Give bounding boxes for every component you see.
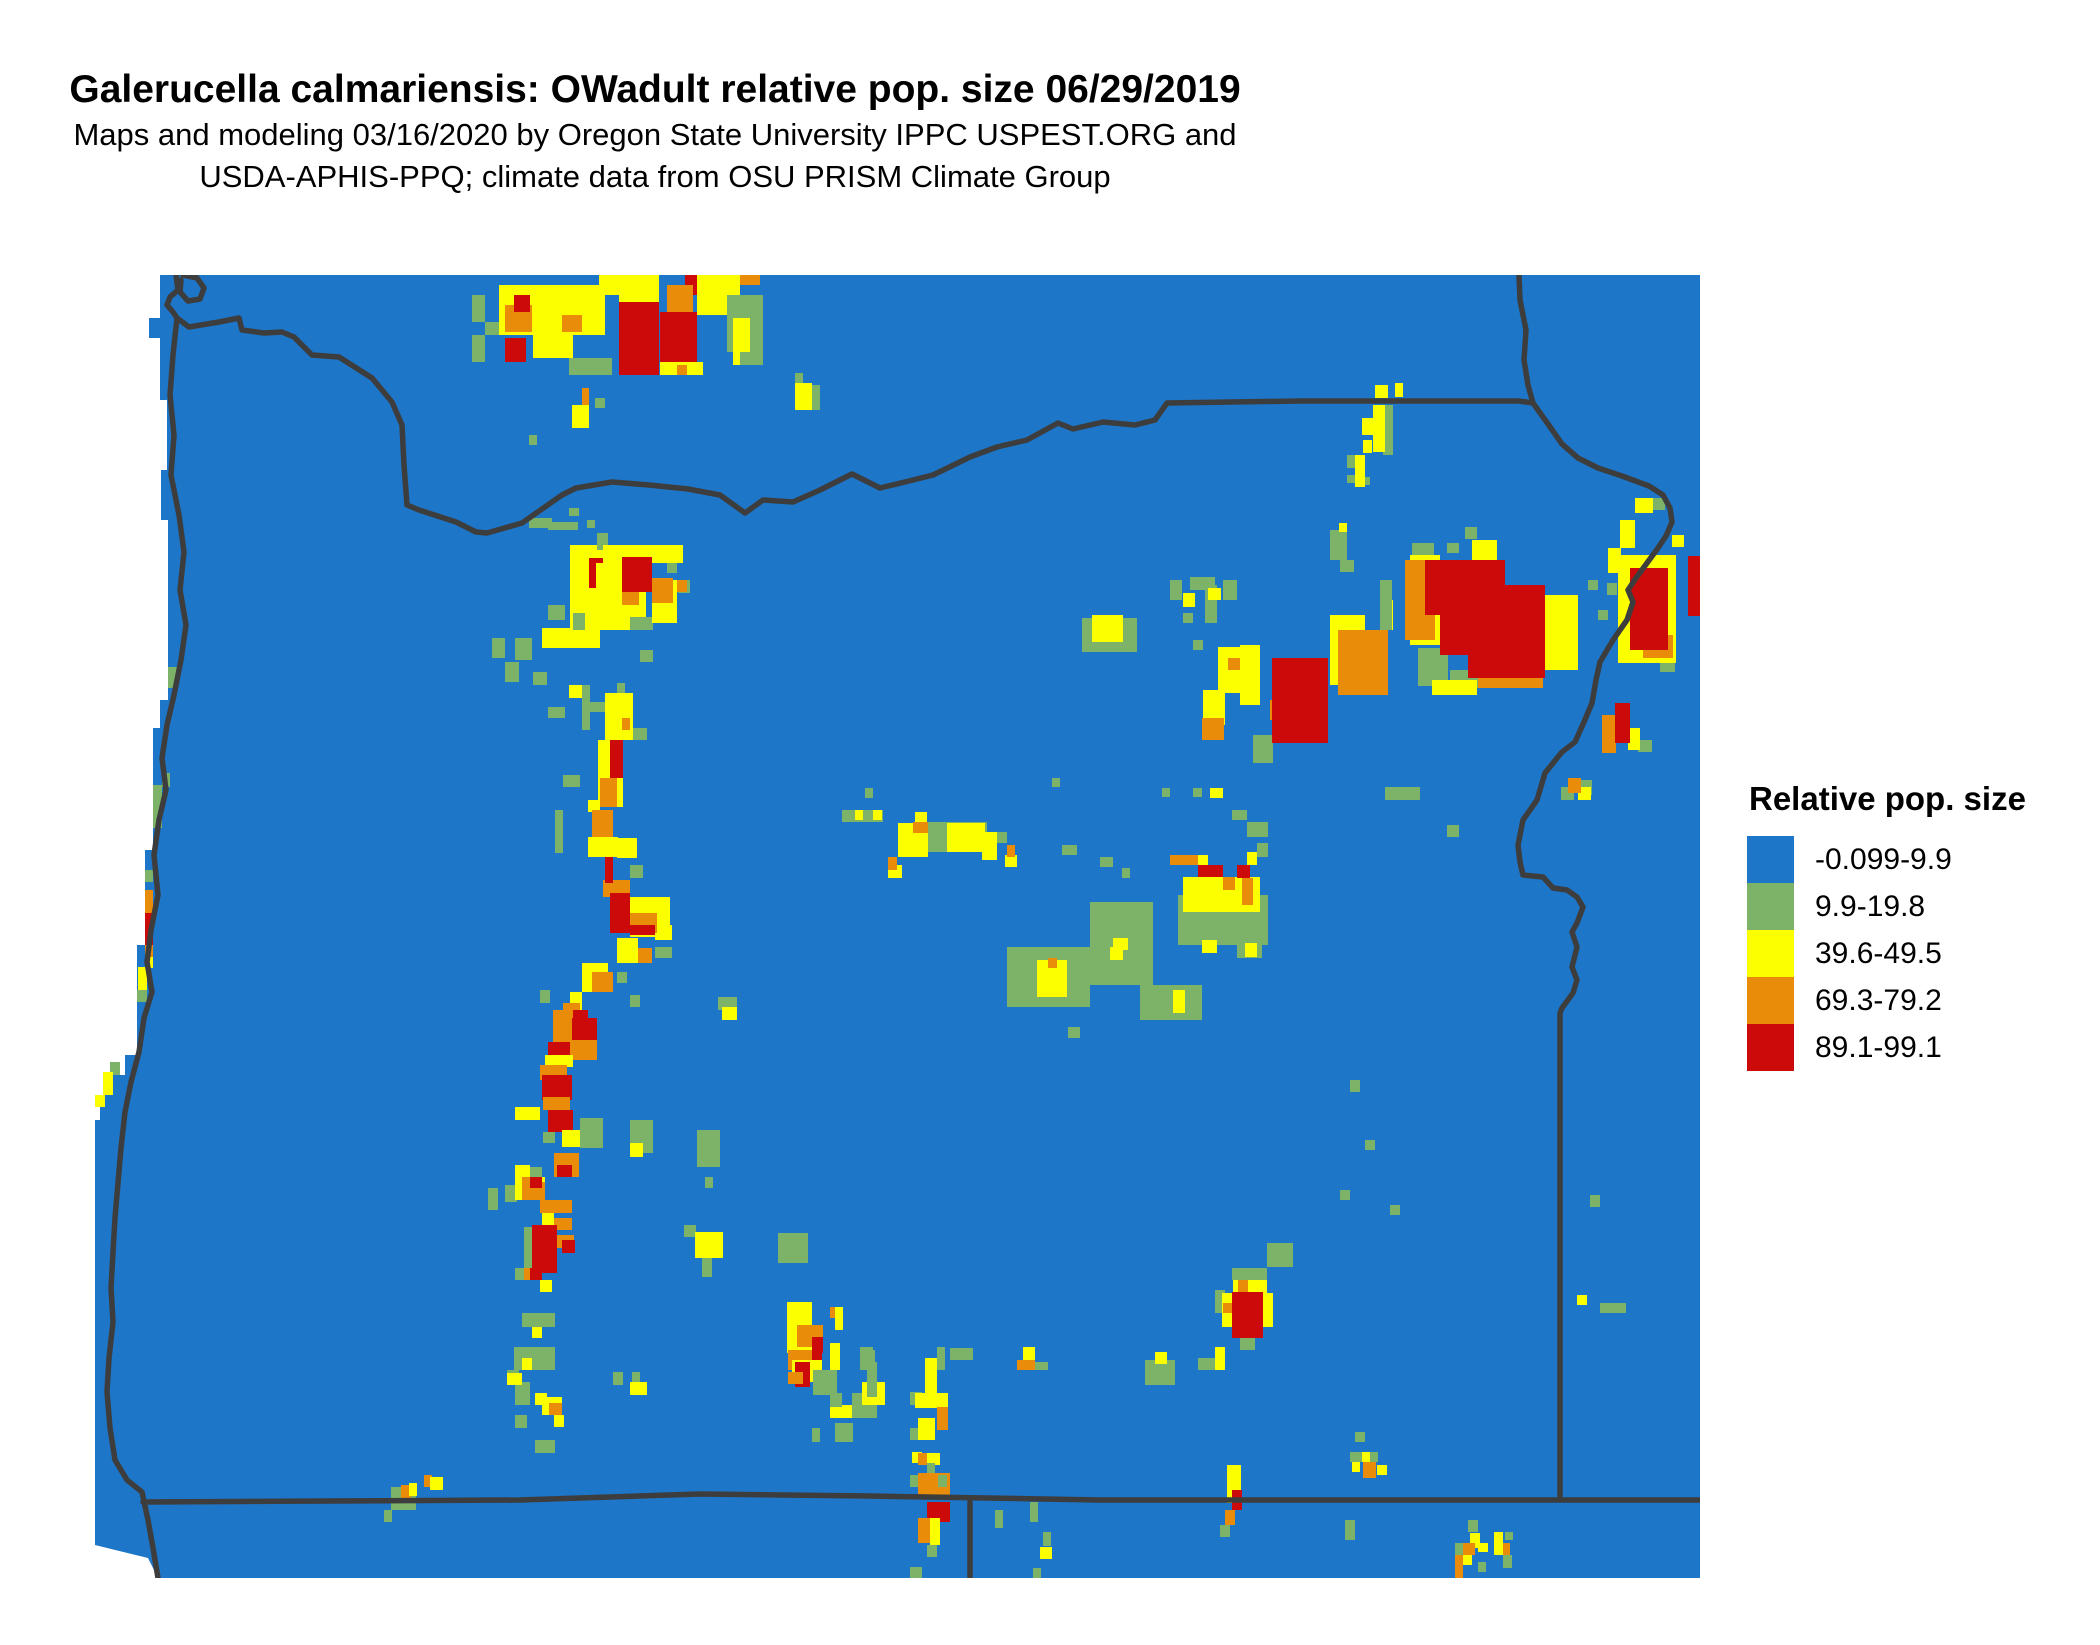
legend: Relative pop. size -0.099-9.9 9.9-19.8 39.… — [1747, 780, 2026, 1071]
map-subtitle-line2: USDA-APHIS-PPQ; climate data from OSU PR… — [199, 159, 1111, 194]
legend-swatch — [1747, 836, 1794, 883]
legend-item: 9.9-19.8 — [1747, 883, 2026, 930]
legend-label: 9.9-19.8 — [1815, 889, 1926, 923]
legend-swatch — [1747, 977, 1794, 1024]
map-canvas — [95, 275, 1700, 1578]
legend-label: 69.3-79.2 — [1815, 983, 1942, 1017]
legend-title: Relative pop. size — [1749, 780, 2026, 817]
legend-swatch — [1747, 883, 1794, 930]
legend-items: -0.099-9.9 9.9-19.8 39.6-49.5 69.3-79.2 89.1… — [1747, 836, 2026, 1071]
legend-item: 69.3-79.2 — [1747, 977, 2026, 1024]
border-snake-river — [1515, 400, 1675, 1503]
legend-item: 89.1-99.1 — [1747, 1024, 2026, 1071]
legend-label: 39.6-49.5 — [1815, 936, 1942, 970]
border-wa-id — [1516, 275, 1536, 406]
map-title: Galerucella calmariensis: OWadult relati… — [69, 68, 1241, 111]
border-south-42 — [140, 1491, 1700, 1505]
oregon-map — [95, 275, 1700, 1578]
legend-swatch — [1747, 1024, 1794, 1071]
legend-label: -0.099-9.9 — [1815, 842, 1952, 876]
legend-swatch — [1747, 930, 1794, 977]
map-subtitle-line1: Maps and modeling 03/16/2020 by Oregon S… — [73, 117, 1237, 152]
map-subtitle: Maps and modeling 03/16/2020 by Oregon S… — [0, 114, 1310, 198]
border-astoria-hook — [177, 275, 207, 304]
legend-label: 89.1-99.1 — [1815, 1030, 1942, 1064]
legend-item: 39.6-49.5 — [1747, 930, 2026, 977]
legend-item: -0.099-9.9 — [1747, 836, 2026, 883]
border-north-columbia — [164, 275, 1536, 536]
border-coast — [104, 315, 189, 1578]
